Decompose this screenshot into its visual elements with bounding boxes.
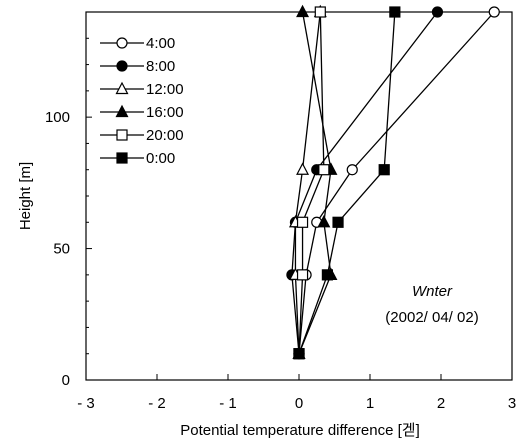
data-point	[332, 216, 344, 228]
series-1600	[292, 4, 338, 359]
data-point	[378, 164, 390, 176]
legend-marker	[116, 37, 128, 49]
data-point	[346, 164, 358, 176]
y-tick-label: 50	[53, 241, 70, 258]
legend-entry: 20:00	[100, 127, 184, 144]
legend-label: 0:00	[146, 150, 175, 167]
data-point	[488, 6, 500, 18]
axes: - 3 - 2 - 1 0 1 2 3 0 50 100	[45, 37, 516, 412]
x-tick-label: 2	[437, 395, 445, 412]
x-tick-label: - 3	[77, 395, 95, 412]
x-tick-label: 1	[366, 395, 374, 412]
x-tick-label: - 2	[148, 395, 166, 412]
legend-entry: 4:00	[100, 35, 175, 52]
legend-entry: 12:00	[100, 81, 184, 98]
series-line	[298, 11, 495, 354]
data-point	[389, 6, 401, 18]
legend-label: 8:00	[146, 58, 175, 75]
legend-label: 4:00	[146, 35, 175, 52]
data-point	[431, 6, 444, 18]
data-point	[296, 269, 309, 281]
annotation-date: (2002/ 04/ 02)	[385, 309, 478, 326]
series-000	[293, 6, 401, 360]
legend: 4:00 8:00 12:00 16:00 20:00 0:00	[100, 35, 184, 167]
series-400	[293, 6, 500, 360]
series-line	[298, 11, 396, 354]
data-point	[293, 348, 305, 360]
legend-marker	[115, 104, 129, 118]
legend-label: 16:00	[146, 104, 184, 121]
legend-marker	[116, 129, 128, 141]
y-axis-label: Height [m]	[17, 162, 34, 230]
x-axis-label: Potential temperature difference [겓]	[180, 422, 420, 439]
x-tick-label: 3	[508, 395, 516, 412]
series-800	[286, 6, 444, 360]
data-point	[296, 216, 309, 228]
data-point	[314, 6, 326, 18]
legend-marker	[116, 152, 128, 164]
series-layer	[286, 4, 500, 360]
series-line	[294, 11, 321, 354]
legend-marker	[115, 81, 129, 95]
x-tick-label: 0	[295, 395, 303, 412]
data-point	[318, 164, 330, 176]
legend-entry: 16:00	[100, 104, 184, 121]
y-tick-label: 0	[62, 372, 70, 389]
legend-entry: 0:00	[100, 150, 175, 167]
annotation-season: Wnter	[412, 283, 453, 300]
x-tick-label: - 1	[219, 395, 237, 412]
x-axis-label-text: Potential temperature difference [	[180, 422, 402, 439]
y-tick-label: 100	[45, 109, 70, 126]
legend-entry: 8:00	[100, 58, 175, 75]
legend-label: 12:00	[146, 81, 184, 98]
series-1200	[288, 4, 327, 359]
series-line	[291, 11, 438, 354]
data-point	[296, 4, 310, 18]
data-point	[317, 214, 331, 228]
x-axis-unit: 겓	[402, 422, 416, 439]
legend-marker	[116, 60, 128, 72]
x-axis-label-close: ]	[416, 422, 420, 439]
legend-label: 20:00	[146, 127, 184, 144]
data-point	[321, 269, 333, 281]
data-point	[296, 162, 310, 175]
